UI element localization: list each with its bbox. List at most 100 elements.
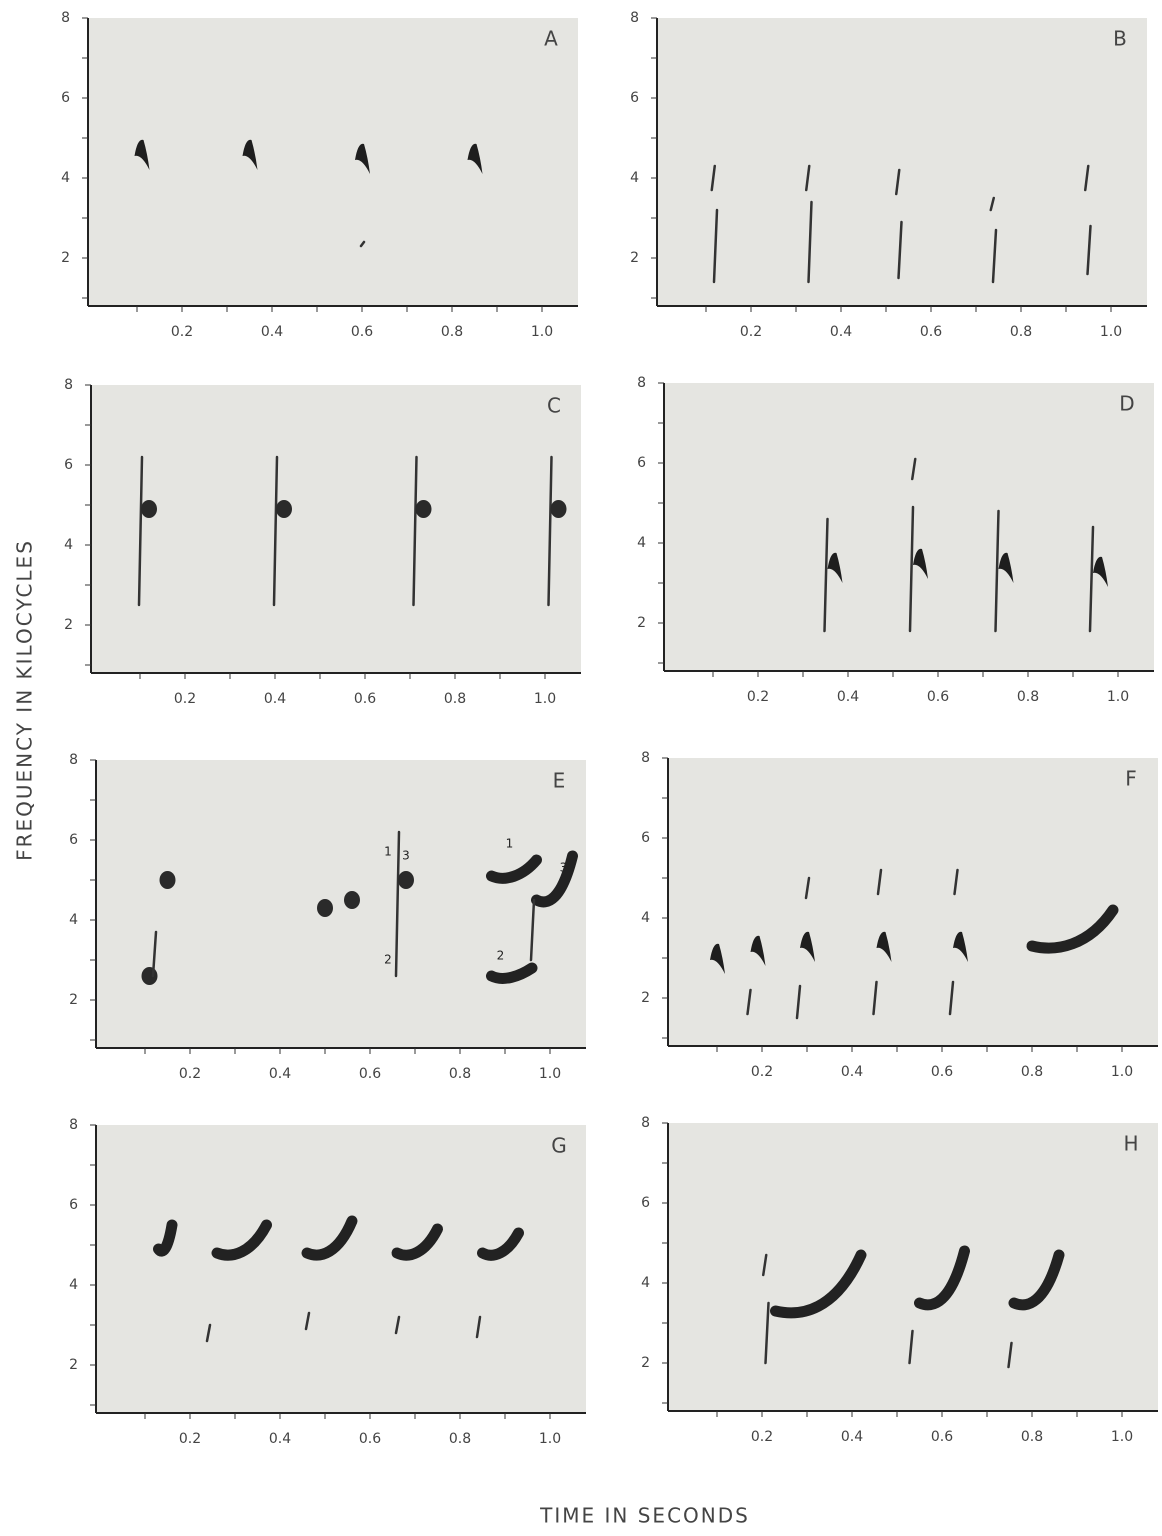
note: [710, 943, 725, 974]
y-tick-label: 8: [69, 752, 78, 768]
panel-label: B: [1113, 27, 1127, 51]
y-tick-label: 6: [69, 1197, 78, 1213]
note: [475, 1315, 482, 1339]
x-tick-label: 0.4: [264, 691, 286, 707]
panel-background: [657, 18, 1147, 306]
y-tick-label: 8: [641, 1115, 650, 1131]
note: [911, 457, 917, 481]
y-tick-label: 8: [637, 375, 646, 391]
x-tick-label: 0.2: [171, 324, 193, 340]
y-tick-label: 4: [641, 910, 650, 926]
note: [242, 139, 258, 170]
y-tick-label: 6: [637, 455, 646, 471]
x-tick-label: 0.2: [174, 691, 196, 707]
y-tick-label: 8: [69, 1117, 78, 1133]
note: [134, 139, 150, 170]
note: [750, 935, 766, 966]
note: [547, 455, 553, 607]
annotation: 2: [384, 953, 392, 967]
annotation: 2: [497, 949, 505, 963]
note: [355, 143, 370, 174]
x-tick-label: 0.4: [261, 324, 283, 340]
annotation: 1: [384, 845, 392, 859]
note: [394, 830, 401, 978]
y-tick-label: 4: [69, 912, 78, 928]
x-tick-label: 1.0: [539, 1431, 561, 1447]
x-tick-label: 0.2: [751, 1064, 773, 1080]
x-tick-label: 0.8: [449, 1431, 471, 1447]
note: [398, 871, 414, 889]
note: [876, 931, 892, 962]
panel: 2 4 6 8 0.2 0.4 0.6 0.8 1.0 H: [641, 1115, 1158, 1445]
x-tick-label: 1.0: [539, 1066, 561, 1082]
panel: 2 4 6 8 0.2 0.4 0.6 0.8 1.0 A: [61, 10, 578, 340]
note: [998, 552, 1014, 583]
x-tick-label: 0.6: [359, 1431, 381, 1447]
x-tick-label: 0.4: [269, 1431, 291, 1447]
note: [394, 1315, 401, 1335]
note: [823, 517, 829, 633]
y-tick-label: 2: [61, 250, 70, 266]
note: [317, 899, 333, 917]
note: [876, 868, 883, 896]
note: [272, 455, 279, 607]
x-tick-label: 1.0: [1107, 689, 1129, 705]
y-tick-label: 8: [641, 750, 650, 766]
x-tick-label: 1.0: [1111, 1064, 1133, 1080]
note: [872, 980, 878, 1016]
x-tick-label: 0.8: [444, 691, 466, 707]
x-tick-label: 0.8: [449, 1066, 471, 1082]
annotation: 1: [506, 837, 514, 851]
y-tick-label: 2: [69, 992, 78, 1008]
note: [205, 1323, 212, 1343]
y-tick-label: 6: [69, 832, 78, 848]
note: [477, 1227, 524, 1261]
y-tick-label: 6: [61, 90, 70, 106]
note: [991, 228, 998, 284]
panel-background: [96, 760, 586, 1048]
y-axis-label: FREQUENCY IN KILOCYCLES: [13, 539, 37, 861]
note: [359, 240, 366, 248]
x-tick-label: 0.4: [837, 689, 859, 705]
note: [897, 220, 903, 280]
note: [141, 500, 157, 518]
panel-label: A: [544, 27, 558, 51]
note: [827, 552, 843, 583]
panel-background: [668, 1123, 1158, 1411]
x-tick-label: 1.0: [1100, 324, 1122, 340]
note: [914, 1245, 970, 1311]
note: [989, 196, 995, 212]
x-axis-label: TIME IN SECONDS: [539, 1504, 750, 1528]
panel-background: [88, 18, 578, 306]
panel: 2 4 6 8 0.2 0.4 0.6 0.8 1.0 B: [630, 10, 1147, 340]
x-tick-label: 1.0: [1111, 1429, 1133, 1445]
note: [415, 500, 432, 518]
note: [391, 1223, 443, 1261]
note: [211, 1219, 272, 1261]
note: [800, 931, 815, 962]
x-tick-label: 0.8: [1021, 1064, 1043, 1080]
note: [344, 891, 360, 909]
x-tick-label: 0.6: [359, 1066, 381, 1082]
y-tick-label: 4: [69, 1277, 78, 1293]
x-tick-label: 0.6: [927, 689, 949, 705]
panel: 2 4 6 8 0.2 0.4 0.6 0.8 1.0 F: [641, 750, 1158, 1080]
note: [804, 876, 811, 900]
note: [908, 1329, 914, 1365]
panel: 2 4 6 8 0.2 0.4 0.6 0.8 1.0 D: [637, 375, 1154, 705]
y-tick-label: 4: [64, 537, 73, 553]
panel-label: C: [547, 394, 561, 418]
x-tick-label: 0.8: [441, 324, 463, 340]
y-tick-label: 2: [69, 1357, 78, 1373]
y-tick-label: 4: [637, 535, 646, 551]
panel-label: H: [1123, 1132, 1138, 1156]
note: [746, 988, 752, 1016]
note: [276, 500, 292, 518]
note: [770, 1249, 867, 1319]
note: [301, 1215, 358, 1261]
y-tick-label: 2: [641, 1355, 650, 1371]
x-tick-label: 0.4: [841, 1064, 863, 1080]
note: [550, 500, 567, 518]
x-tick-label: 1.0: [531, 324, 553, 340]
panel-background: [96, 1125, 586, 1413]
